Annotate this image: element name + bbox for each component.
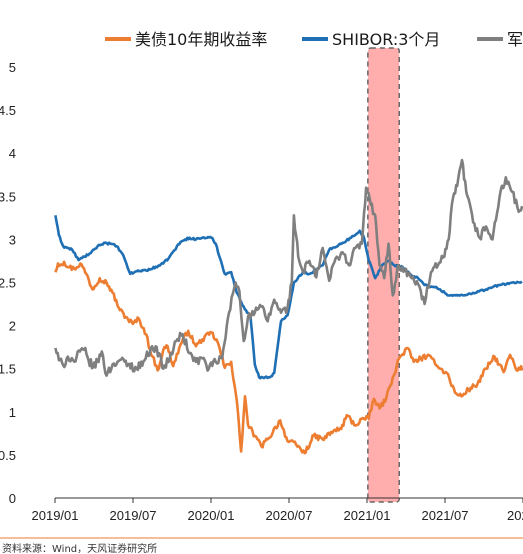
x-tick-label: 2019/07: [110, 508, 157, 523]
x-axis-ticks: 2019/01 2019/07 2020/01 2020/07 2021/01 2021/…: [32, 498, 523, 523]
legend-label-third-series: 军: [507, 30, 523, 49]
y-tick-label: 1.5: [0, 362, 16, 377]
y-tick-label: 1: [9, 405, 16, 420]
x-tick-label: 2020/07: [266, 508, 313, 523]
x-tick-label: 2019/01: [32, 508, 79, 523]
y-tick-label: 3.5: [0, 189, 16, 204]
chart-legend: 美债10年期收益率 SHIBOR:3个月 军: [105, 30, 523, 49]
y-tick-label: 0: [9, 491, 16, 506]
y-tick-label: 0.5: [0, 448, 16, 463]
legend-label-shibor-3m: SHIBOR:3个月: [332, 30, 440, 49]
x-tick-label: 2021/07: [422, 508, 469, 523]
y-tick-label: 4: [9, 146, 16, 161]
y-tick-label: 3: [9, 232, 16, 247]
x-tick-label: 2021/01: [344, 508, 391, 523]
series-line-us-treasury-10y: [54, 260, 523, 455]
y-tick-label: 4.5: [0, 103, 16, 118]
y-tick-label: 2.5: [0, 276, 16, 291]
y-axis-ticks: 0 0.5 1 1.5 2 2.5 3 3.5 4 4.5 5: [0, 60, 16, 506]
source-note: 资料来源：Wind，天风证券研究所: [2, 542, 157, 554]
series-lines: [54, 158, 523, 455]
series-line-third-series: [54, 158, 523, 377]
y-tick-label: 5: [9, 60, 16, 75]
x-tick-label: 2020/01: [188, 508, 235, 523]
series-line-shibor-3m: [54, 215, 523, 380]
x-tick-label: 202: [507, 508, 523, 523]
legend-label-us-treasury-10y: 美债10年期收益率: [135, 30, 267, 49]
y-tick-label: 2: [9, 319, 16, 334]
